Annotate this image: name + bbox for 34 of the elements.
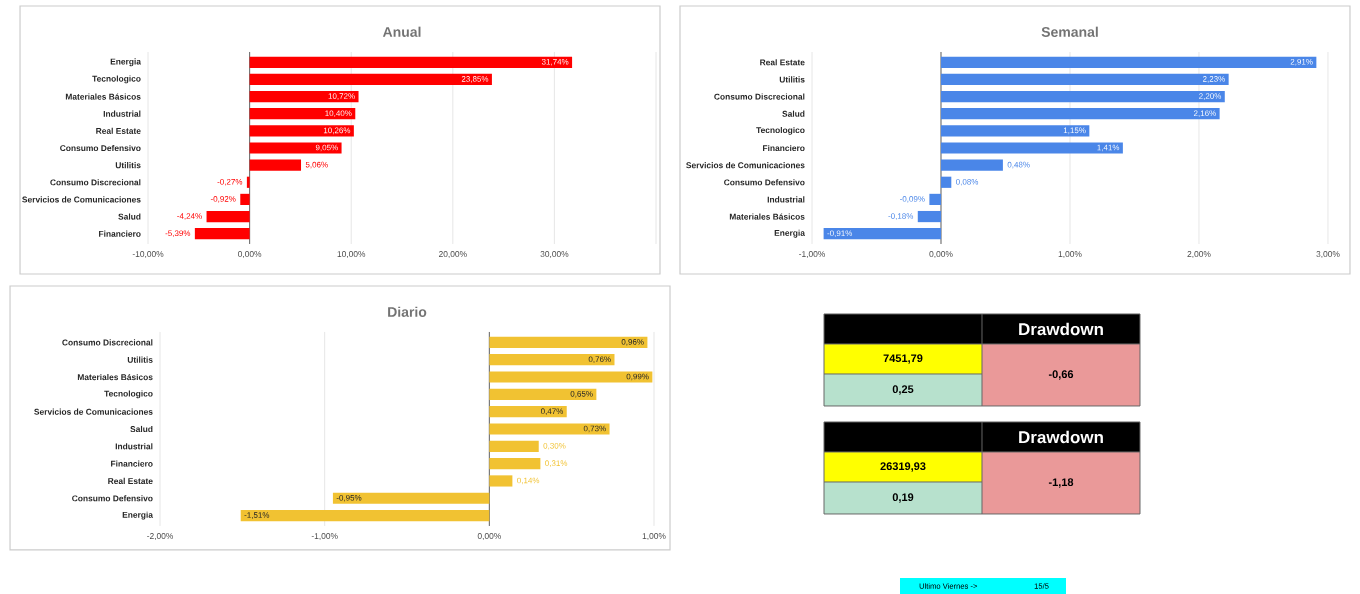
bar	[929, 193, 941, 206]
bar	[489, 388, 597, 400]
bar	[249, 159, 302, 171]
bar	[940, 142, 1123, 154]
bar	[489, 458, 541, 470]
bar	[240, 509, 490, 522]
bar	[489, 371, 653, 383]
bar	[940, 90, 1225, 103]
bar	[206, 210, 250, 223]
bar	[489, 440, 539, 452]
bar	[940, 159, 1003, 171]
bar	[823, 228, 941, 240]
bar	[194, 228, 250, 240]
bar	[940, 73, 1229, 86]
bar	[249, 108, 356, 120]
bar	[940, 176, 952, 188]
bar	[249, 56, 573, 68]
bar	[940, 108, 1220, 120]
bar	[249, 125, 354, 137]
text: Drawdown	[1019, 430, 1103, 444]
bar	[489, 354, 615, 366]
bar	[332, 492, 490, 504]
bar	[940, 56, 1317, 68]
bar	[940, 125, 1090, 137]
bar	[249, 90, 359, 103]
bar	[240, 193, 250, 206]
bar	[249, 142, 342, 154]
bar	[489, 475, 513, 487]
bar	[917, 210, 941, 223]
bar	[249, 73, 492, 86]
text: Drawdown	[1019, 322, 1103, 336]
bar	[489, 423, 610, 435]
bar	[489, 406, 567, 418]
bar	[489, 336, 648, 348]
